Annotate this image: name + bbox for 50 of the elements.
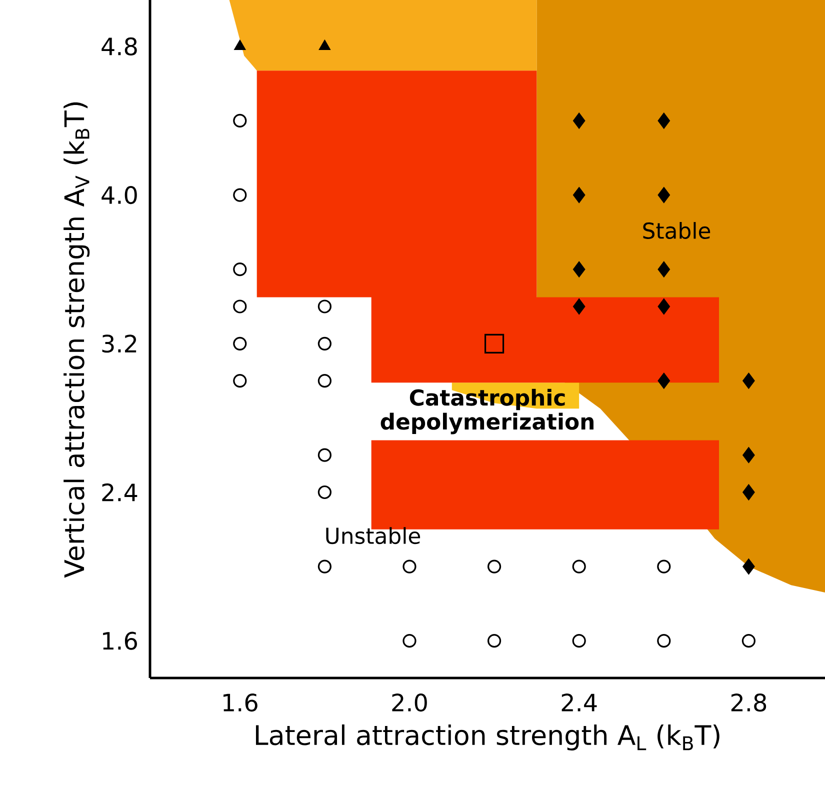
point xyxy=(742,372,755,389)
annotation: Unstable xyxy=(326,527,420,544)
y-tick-label: 3.2 xyxy=(102,334,136,353)
point xyxy=(658,112,670,129)
point xyxy=(742,484,755,500)
point xyxy=(402,560,416,574)
point xyxy=(487,560,502,574)
point xyxy=(233,374,247,388)
x-axis-title: Lateral attraction strength A$_{L}$ (k$_{B}$T) xyxy=(256,724,720,750)
point xyxy=(318,300,332,314)
point xyxy=(658,372,670,389)
point xyxy=(572,560,586,574)
point xyxy=(573,112,586,129)
point xyxy=(233,114,247,128)
point xyxy=(573,262,586,278)
point xyxy=(573,187,586,203)
point xyxy=(318,336,332,350)
point xyxy=(233,300,247,314)
x-tick-label: 1.6 xyxy=(224,694,258,712)
y-tick-label: 1.6 xyxy=(103,632,137,650)
point xyxy=(233,336,247,350)
point xyxy=(657,634,671,648)
point xyxy=(402,634,416,648)
point xyxy=(233,262,247,276)
point xyxy=(658,262,670,278)
y-tick-label: 4.8 xyxy=(102,37,137,56)
point xyxy=(318,448,332,462)
x-tick-label: 2.0 xyxy=(392,694,427,712)
point xyxy=(742,634,756,648)
y-axis-title: Vertical attraction strength A$_{V}$ (k$_{B}$T) xyxy=(64,102,90,578)
point xyxy=(484,334,504,354)
point xyxy=(742,558,755,574)
point xyxy=(318,374,332,388)
x-tick-label: 2.4 xyxy=(562,694,597,712)
y-tick-label: 2.4 xyxy=(102,483,138,502)
point xyxy=(487,634,502,648)
point xyxy=(319,40,330,50)
point xyxy=(233,188,247,202)
point xyxy=(658,187,670,203)
point xyxy=(234,40,246,50)
point xyxy=(318,560,332,574)
annotation: Stable xyxy=(643,222,710,239)
point xyxy=(573,298,586,314)
point xyxy=(318,485,332,500)
point xyxy=(657,560,671,574)
point xyxy=(658,298,670,314)
point xyxy=(572,634,586,648)
point xyxy=(742,447,755,463)
y-tick-label: 4.0 xyxy=(102,186,137,204)
x-tick-label: 2.8 xyxy=(731,694,766,712)
